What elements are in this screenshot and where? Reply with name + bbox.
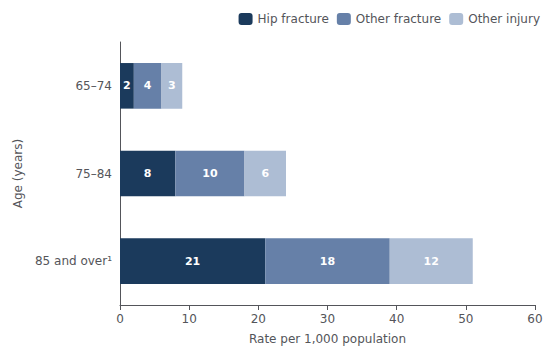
svg-text:65–74: 65–74 [75,79,112,93]
svg-text:6: 6 [261,167,269,180]
svg-text:2: 2 [123,79,131,92]
svg-text:20: 20 [251,312,266,326]
svg-text:10: 10 [202,167,218,180]
svg-text:0: 0 [116,312,124,326]
svg-text:8: 8 [144,167,152,180]
svg-text:12: 12 [424,255,439,268]
svg-text:50: 50 [458,312,473,326]
svg-text:Other injury: Other injury [468,12,540,26]
svg-text:21: 21 [185,255,200,268]
svg-text:Hip fracture: Hip fracture [258,12,329,26]
svg-text:10: 10 [182,312,197,326]
svg-text:Other fracture: Other fracture [356,12,441,26]
svg-text:4: 4 [144,79,152,92]
svg-text:Rate per 1,000 population: Rate per 1,000 population [249,332,406,346]
svg-text:Age (years): Age (years) [11,139,25,208]
svg-text:40: 40 [389,312,404,326]
svg-text:18: 18 [320,255,335,268]
svg-text:75–84: 75–84 [75,167,112,181]
svg-text:3: 3 [168,79,176,92]
svg-text:30: 30 [320,312,335,326]
svg-text:85 and over¹: 85 and over¹ [35,254,112,268]
svg-text:60: 60 [527,312,542,326]
